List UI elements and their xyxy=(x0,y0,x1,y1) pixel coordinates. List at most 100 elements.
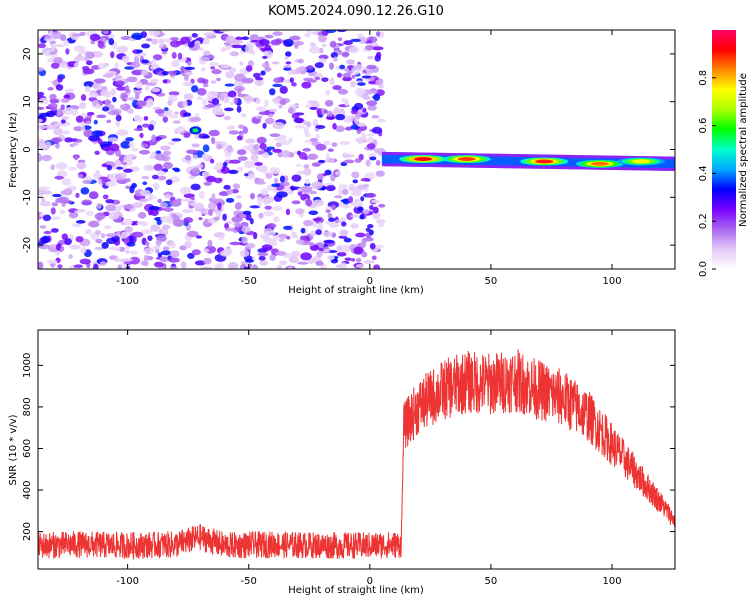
heatmap-cell xyxy=(198,217,203,221)
heatmap-cell xyxy=(290,231,297,238)
heatmap-cell xyxy=(343,237,352,243)
heatmap-band-cell xyxy=(498,156,502,166)
heatmap-cell xyxy=(342,72,352,78)
heatmap-cell xyxy=(227,90,237,98)
heatmap-band-cell xyxy=(492,156,496,166)
heatmap-cell xyxy=(183,132,191,138)
heatmap-cell xyxy=(83,81,95,88)
heatmap-cell xyxy=(240,113,247,118)
heatmap-cell xyxy=(85,60,93,66)
heatmap-cell xyxy=(357,36,368,44)
heatmap-cell xyxy=(59,209,66,215)
heatmap-cell xyxy=(229,241,242,246)
heatmap-cell xyxy=(39,225,47,229)
heatmap-cell xyxy=(145,38,153,42)
heatmap-cell xyxy=(280,181,290,187)
heatmap-cell xyxy=(264,205,272,210)
heatmap-cell xyxy=(272,31,283,36)
heatmap-cell xyxy=(328,217,336,222)
heatmap-cell xyxy=(201,78,209,84)
heatmap-cell xyxy=(253,144,260,151)
heatmap-cell xyxy=(123,204,134,210)
heatmap-cell xyxy=(60,104,65,110)
heatmap-cell xyxy=(160,145,171,151)
heatmap-cell xyxy=(237,81,245,86)
heatmap-cell xyxy=(359,213,365,220)
heatmap-cell xyxy=(112,96,117,103)
heatmap-cell xyxy=(117,264,122,269)
heatmap-cell xyxy=(194,260,206,266)
heatmap-cell xyxy=(38,261,44,269)
heatmap-cell xyxy=(162,116,168,123)
heatmap-cell xyxy=(151,87,161,93)
heatmap-cell xyxy=(202,144,210,153)
heatmap-cell xyxy=(236,105,242,113)
heatmap-cell xyxy=(228,262,239,269)
heatmap-cell xyxy=(158,175,167,181)
heatmap-cell xyxy=(129,235,134,243)
heatmap-cell xyxy=(266,223,277,229)
heatmap-band-cell xyxy=(391,154,395,164)
heatmap-cell xyxy=(233,210,241,214)
heatmap-cell xyxy=(47,86,54,91)
heatmap-cell xyxy=(116,166,124,170)
heatmap-cell xyxy=(219,250,232,257)
heatmap-cell xyxy=(369,204,374,210)
heatmap-cell xyxy=(306,153,319,160)
heatmap-cell xyxy=(85,120,92,125)
heatmap-cell xyxy=(375,170,385,177)
heatmap-cell xyxy=(258,212,264,219)
heatmap-cell xyxy=(354,117,359,125)
heatmap-cell xyxy=(309,106,318,111)
heatmap-cell xyxy=(239,249,250,258)
heatmap-cell xyxy=(133,116,144,123)
heatmap-cell xyxy=(354,87,366,96)
heatmap-cell xyxy=(362,107,367,113)
heatmap-cell xyxy=(213,165,223,171)
heatmap-cell xyxy=(115,114,122,122)
y-tick-label: 400 xyxy=(22,480,33,499)
heatmap-cell xyxy=(301,81,312,89)
heatmap-cell xyxy=(203,181,212,186)
x-tick-label: 50 xyxy=(485,576,498,587)
heatmap-cell xyxy=(315,229,322,236)
heatmap-cell xyxy=(54,122,65,127)
heatmap-cell xyxy=(141,59,149,64)
heatmap-cell xyxy=(102,194,109,200)
heatmap-cell xyxy=(236,135,243,141)
heatmap-cell xyxy=(343,40,353,46)
heatmap-cell xyxy=(135,49,143,53)
heatmap-cell xyxy=(50,207,56,215)
heatmap-cell xyxy=(365,159,371,167)
heatmap-cell xyxy=(106,164,113,171)
heatmap-cell xyxy=(346,59,355,65)
heatmap-cell xyxy=(323,140,331,146)
heatmap-cell xyxy=(126,76,138,83)
heatmap-cell xyxy=(285,208,291,216)
y-tick-label: 600 xyxy=(22,439,33,458)
heatmap-band-cell xyxy=(387,154,391,164)
snr-xlabel: Height of straight line (km) xyxy=(288,585,424,596)
x-tick-label: 0 xyxy=(367,276,373,287)
heatmap-cell xyxy=(130,250,138,255)
heatmap-cell xyxy=(164,194,172,199)
heatmap-hotspot xyxy=(535,159,554,164)
heatmap-cell xyxy=(220,47,226,52)
heatmap-cell xyxy=(61,178,72,186)
heatmap-cell xyxy=(335,171,341,176)
heatmap-cell xyxy=(327,148,334,152)
heatmap-cell xyxy=(206,54,215,59)
heatmap-cell xyxy=(153,261,164,268)
heatmap-band-cell xyxy=(575,157,579,167)
heatmap-cell xyxy=(209,158,215,164)
heatmap-cell xyxy=(369,242,376,250)
heatmap-band-cell xyxy=(668,159,672,169)
heatmap-cell xyxy=(334,219,342,223)
heatmap-cell xyxy=(151,174,159,180)
heatmap-cell xyxy=(191,32,198,38)
heatmap-cell xyxy=(262,55,268,60)
heatmap-cell xyxy=(338,235,348,239)
heatmap-cell xyxy=(205,175,217,183)
heatmap-cell xyxy=(150,224,160,232)
heatmap-cell xyxy=(91,130,104,137)
